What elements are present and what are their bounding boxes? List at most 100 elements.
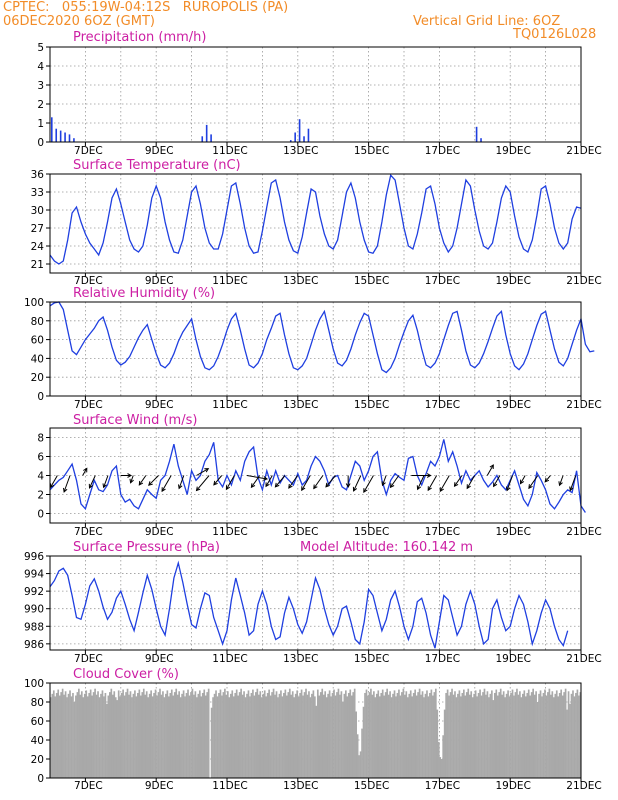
cloud-bar — [564, 688, 567, 778]
y-tick-label: 60 — [31, 335, 44, 347]
cloud-bar — [542, 692, 545, 778]
cloud-bar — [107, 695, 110, 778]
wind-arrow-head — [558, 481, 563, 487]
cloud-bar — [383, 695, 386, 778]
precip-bar — [294, 132, 296, 142]
precip-bar — [289, 140, 292, 142]
cloud-bar — [339, 694, 341, 778]
wind-arrow-head — [178, 484, 183, 490]
wind-panel: 0 2 4 6 8 7DEC 9DEC 11DEC 13DEC 15DEC 17DEC 19DEC 21… — [37, 413, 601, 538]
cloud-bar — [309, 697, 312, 778]
cloud-bar — [50, 697, 52, 778]
x-tick-label: 15DEC — [354, 780, 389, 792]
cloud-bar — [387, 694, 390, 778]
x-tick-label: 17DEC — [425, 145, 460, 157]
cloud-bar — [541, 696, 543, 778]
wind-arrow-head — [389, 483, 395, 489]
cloud-bar — [430, 689, 433, 778]
cloud-bar — [409, 690, 412, 778]
wind-arrow — [148, 475, 159, 486]
cloud-bar — [128, 694, 130, 778]
x-tick-label: 13DEC — [283, 399, 318, 411]
cloud-bar — [277, 697, 279, 778]
cloud-bar — [392, 693, 394, 778]
wind-arrow-head — [204, 468, 210, 473]
wind-arrow — [178, 475, 185, 489]
cloud-bar — [153, 692, 155, 778]
cloud-bar — [492, 700, 495, 778]
cloud-bar — [229, 693, 232, 778]
wind-arrow — [288, 475, 298, 489]
cloud-bar — [420, 694, 422, 778]
wind-arrow — [544, 475, 551, 483]
wind-arrow-head — [138, 480, 144, 486]
cloud-bar — [364, 692, 366, 778]
wind-arrow — [265, 475, 273, 487]
wind-arrow-head — [427, 486, 432, 492]
cloud-bar — [293, 697, 296, 778]
cloud-bar — [547, 692, 549, 778]
cloud-bar — [476, 696, 478, 778]
cloud-bar — [408, 693, 411, 778]
cloud-bar — [566, 709, 568, 778]
cloud-bar — [442, 735, 445, 778]
y-tick-label: 40 — [31, 735, 44, 747]
cloud-bar — [151, 696, 154, 778]
humidity-title: Relative Humidity (%) — [73, 286, 215, 301]
cloud-bar — [66, 697, 68, 778]
wind-arrow — [246, 475, 268, 480]
cloud-bar — [526, 692, 529, 778]
cloud-bar — [175, 688, 178, 778]
cloud-bar — [552, 697, 555, 778]
cloud-bar — [411, 696, 414, 778]
cloud-bar — [429, 692, 431, 778]
cloud-bar — [554, 693, 557, 778]
cloud-bar — [182, 690, 185, 778]
wind-arrow-head — [301, 486, 306, 492]
x-tick-label: 11DEC — [212, 653, 247, 665]
wind-arrow-head — [265, 482, 270, 488]
cloud-bar — [265, 696, 268, 778]
wind-arrow — [454, 475, 463, 487]
cloud-bar — [249, 696, 251, 778]
x-tick-label: 19DEC — [495, 399, 530, 411]
wind-arrow — [353, 475, 362, 492]
wind-arrow — [520, 475, 526, 484]
cloud-bar — [60, 692, 62, 778]
cloud-bar — [69, 690, 71, 778]
cloud-bar — [138, 689, 141, 778]
y-tick-label: 5 — [37, 42, 44, 54]
precipitation-title: Precipitation (mm/h) — [73, 30, 206, 45]
y-tick-label: 0 — [37, 509, 44, 521]
y-tick-label: 2 — [37, 490, 44, 502]
cloud-bar — [370, 688, 372, 778]
cloud-bar — [111, 694, 114, 778]
cloud-bar — [399, 695, 402, 778]
cloud-bar — [63, 694, 65, 778]
cloud-bar — [156, 695, 158, 778]
y-tick-label: 992 — [24, 586, 44, 598]
cloud-bar — [61, 688, 64, 778]
wind-arrow-head — [352, 486, 358, 492]
y-tick-label: 80 — [31, 697, 44, 709]
wind-arrow-head — [528, 484, 533, 490]
cloud-bar — [455, 697, 458, 778]
wind-arrow-head — [225, 485, 231, 491]
cloud-bar — [437, 741, 440, 778]
cloud-bar — [457, 693, 459, 778]
cloud-bar — [188, 695, 191, 778]
cloud-bar — [198, 690, 201, 778]
wind-arrow-head — [274, 482, 280, 488]
cloud-bar — [150, 690, 152, 778]
wind-arrow — [251, 475, 261, 488]
cloud-bar — [340, 691, 343, 778]
cloud-bar — [157, 692, 160, 778]
cloud-bar — [350, 695, 353, 778]
cloud-bar — [92, 692, 95, 778]
y-tick-label: 4 — [37, 471, 44, 483]
cloud-bar — [575, 692, 577, 778]
cloud-bar — [471, 697, 474, 778]
cloud-bar — [406, 697, 409, 778]
cloud-bar — [95, 694, 98, 778]
